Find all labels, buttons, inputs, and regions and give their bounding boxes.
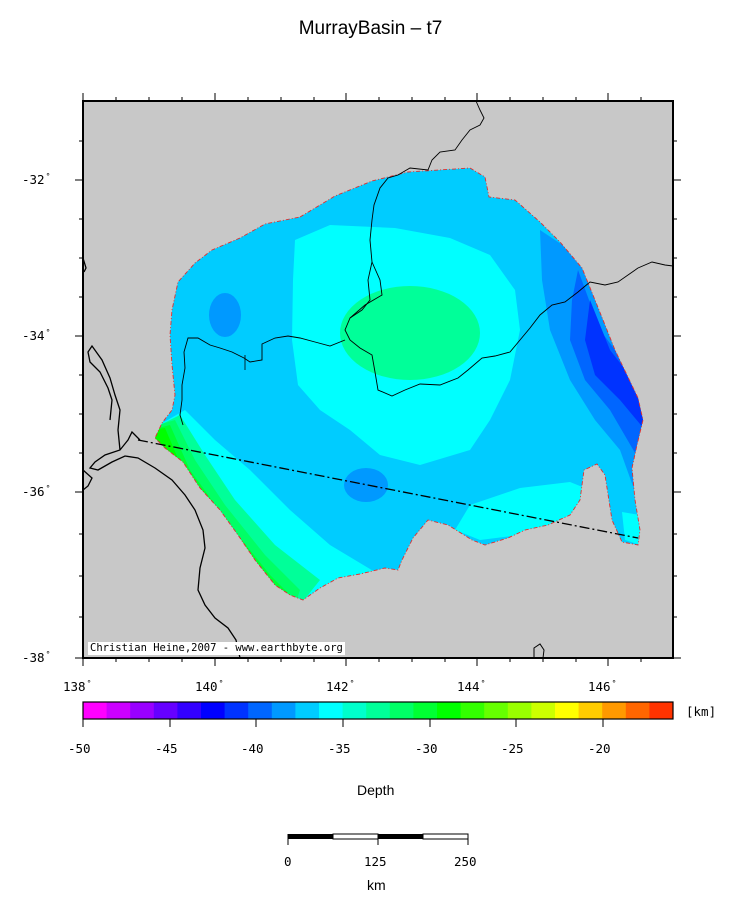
lat-label: -34°	[22, 328, 51, 343]
lon-label: 144°	[457, 679, 486, 694]
colorbar-title: Depth	[357, 782, 395, 798]
map-frame	[82, 100, 674, 659]
colorbar-swatch	[602, 702, 627, 719]
colorbar-swatch	[319, 702, 344, 719]
colorbar-swatch	[649, 702, 674, 719]
colorbar-swatch	[271, 702, 296, 719]
depth-field	[155, 168, 643, 600]
colorbar-swatch	[507, 702, 532, 719]
colorbar-unit-label: [km]	[686, 704, 717, 719]
colorbar-tick-label: -40	[241, 741, 264, 756]
state-border-sa	[179, 261, 383, 426]
lon-label: 146°	[588, 679, 617, 694]
colorbar-swatch	[555, 702, 580, 719]
colorbar-tick-label: -20	[588, 741, 611, 756]
scale-tick-label: 0	[284, 854, 292, 869]
colorbar-tick-label: -35	[328, 741, 351, 756]
colorbar-swatch	[578, 702, 603, 719]
scale-bar	[287, 833, 469, 845]
colorbar-swatch	[224, 702, 249, 719]
coastline	[82, 257, 241, 659]
lon-label: 138°	[63, 679, 92, 694]
colorbar-swatch	[389, 702, 414, 719]
colorbar-frame	[82, 701, 674, 720]
colorbar-swatch	[130, 702, 155, 719]
colorbar-swatch	[153, 702, 178, 719]
colorbar-swatch	[106, 702, 131, 719]
basin-boundary	[154, 167, 644, 601]
colorbar-tick-label: -45	[155, 741, 178, 756]
state-border-nsw	[344, 100, 674, 397]
colorbar-swatch	[625, 702, 650, 719]
lat-label: -32°	[22, 172, 51, 187]
colorbar-swatch	[201, 702, 226, 719]
colorbar-swatch	[437, 702, 462, 719]
colorbar-swatch	[484, 702, 509, 719]
colorbar-swatch	[413, 702, 438, 719]
lon-label: 142°	[326, 679, 355, 694]
coastline-east	[533, 643, 545, 659]
colorbar-swatch	[295, 702, 320, 719]
scale-tick-label: 125	[364, 854, 387, 869]
copyright-label: Christian Heine,2007 - www.earthbyte.org	[88, 642, 345, 655]
scale-tick-label: 250	[454, 854, 477, 869]
colorbar-swatch	[177, 702, 202, 719]
colorbar-swatch	[460, 702, 485, 719]
map-title: MurrayBasin – t7	[298, 18, 443, 39]
colorbar-swatch	[366, 702, 391, 719]
colorbar-ticks	[82, 719, 604, 727]
colorbar-swatch	[248, 702, 273, 719]
lat-label: -38°	[22, 650, 51, 665]
scale-unit-label: km	[367, 877, 386, 893]
colorbar-swatch	[342, 702, 367, 719]
colorbar-swatch	[531, 702, 556, 719]
colorbar	[83, 702, 674, 719]
lat-label: -36°	[22, 484, 51, 499]
map-ticks	[75, 93, 681, 666]
lon-label: 140°	[195, 679, 224, 694]
colorbar-tick-label: -25	[501, 741, 524, 756]
colorbar-tick-label: -50	[68, 741, 91, 756]
colorbar-swatch	[83, 702, 108, 719]
profile-line	[137, 439, 639, 539]
colorbar-tick-label: -30	[415, 741, 438, 756]
